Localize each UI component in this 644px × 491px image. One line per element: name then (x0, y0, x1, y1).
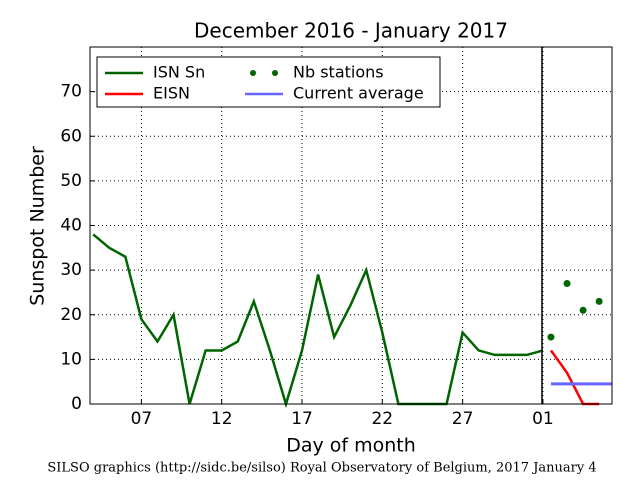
series-line (549, 349, 600, 406)
y-tick-label: 20 (60, 305, 82, 325)
y-tick-label: 60 (60, 126, 82, 146)
legend-swatch (272, 70, 278, 76)
x-tick-label: 12 (211, 409, 233, 429)
x-tick-label: 07 (131, 409, 153, 429)
series-line (92, 233, 544, 409)
y-tick-label: 10 (60, 349, 82, 369)
plot-frame (89, 46, 613, 405)
legend-label: ISN Sn (153, 63, 205, 82)
y-tick-label: 0 (71, 394, 82, 414)
x-tick-label: 01 (532, 409, 554, 429)
x-tick-label: 22 (371, 409, 393, 429)
legend-label: EISN (153, 84, 190, 103)
station-dot (563, 280, 571, 288)
y-tick-label: 30 (60, 260, 82, 280)
x-axis-label: Day of month (286, 435, 416, 457)
legend-box (96, 56, 441, 108)
chart-title: December 2016 - January 2017 (194, 19, 508, 43)
footer: SILSO graphics (http://sidc.be/silso) Ro… (47, 461, 596, 476)
legend-label: Nb stations (293, 63, 384, 82)
y-tick-label: 50 (60, 171, 82, 191)
station-dot (579, 306, 587, 314)
station-dot (547, 333, 555, 341)
x-tick-label: 17 (291, 409, 313, 429)
legend-swatch (250, 70, 256, 76)
y-axis-label: Sunspot Number (27, 146, 49, 306)
y-tick-label: 40 (60, 216, 82, 236)
y-tick-label: 70 (60, 82, 82, 102)
station-dot (595, 297, 603, 305)
x-tick-label: 27 (452, 409, 474, 429)
legend-label: Current average (293, 84, 424, 103)
